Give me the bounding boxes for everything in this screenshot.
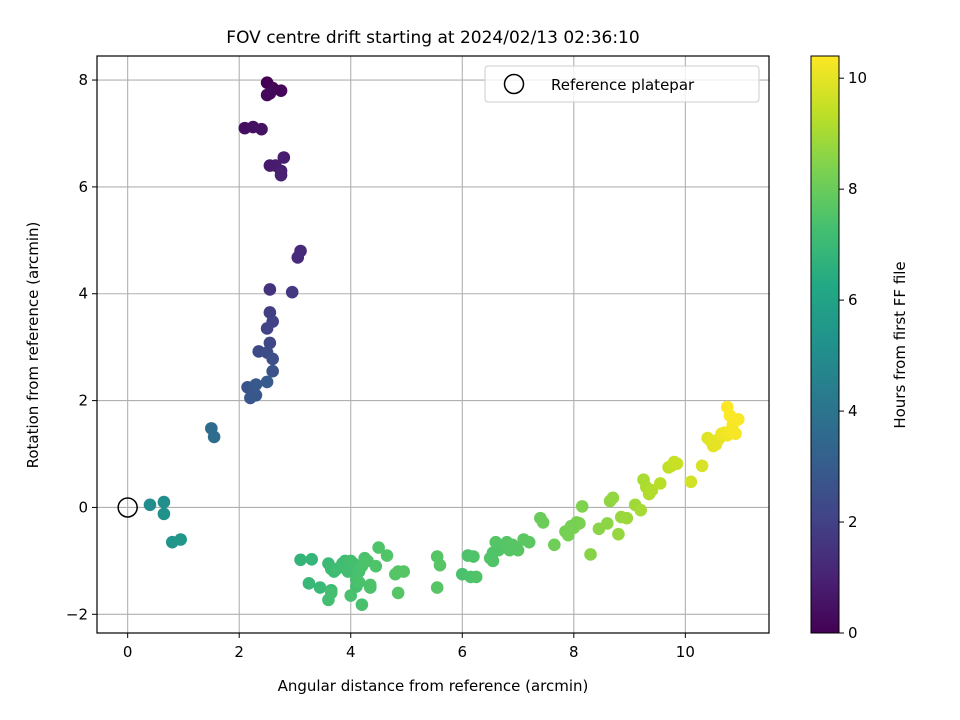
- data-point: [469, 570, 483, 584]
- colorbar-tick-label: 6: [848, 291, 858, 309]
- data-point: [274, 84, 288, 98]
- data-point: [695, 459, 709, 473]
- data-point: [620, 511, 634, 525]
- chart-title: FOV centre drift starting at 2024/02/13 …: [226, 28, 639, 48]
- data-point: [344, 589, 358, 602]
- x-axis-ticks: 0 2 4 6 8 10: [123, 633, 695, 661]
- y-tick-label: −2: [66, 605, 88, 623]
- data-point: [266, 352, 279, 366]
- data-point: [584, 548, 597, 561]
- scatter-points: [143, 76, 745, 611]
- colorbar-gradient: [810, 55, 840, 634]
- data-point: [157, 495, 171, 509]
- data-point: [430, 581, 444, 594]
- data-point: [684, 475, 698, 489]
- data-point: [372, 541, 385, 554]
- data-point: [260, 322, 274, 335]
- data-point: [255, 122, 268, 136]
- reference-point: [117, 497, 138, 518]
- legend: Reference platepar: [484, 65, 760, 103]
- x-tick-label: 2: [234, 643, 244, 661]
- x-tick-label: 4: [346, 643, 356, 661]
- data-point: [634, 503, 648, 517]
- data-point: [612, 527, 625, 541]
- y-tick-label: 6: [78, 178, 88, 196]
- data-point: [263, 87, 277, 100]
- plot-frame: [96, 55, 770, 634]
- colorbar-tick-label: 10: [848, 69, 867, 87]
- data-point: [291, 251, 305, 264]
- data-point: [467, 550, 480, 563]
- data-point: [313, 581, 327, 594]
- y-tick-label: 4: [78, 285, 88, 303]
- colorbar: 0 2 4 6 8 10 Hours from first FF file: [810, 55, 909, 642]
- colorbar-tick-label: 2: [848, 513, 858, 531]
- data-point: [249, 378, 263, 391]
- data-point: [157, 507, 171, 521]
- data-point: [645, 484, 659, 497]
- data-point: [369, 559, 383, 573]
- reference-marker: [117, 497, 138, 518]
- colorbar-tick-label: 0: [848, 624, 858, 642]
- data-point: [260, 375, 274, 389]
- x-tick-label: 10: [676, 643, 695, 661]
- data-point: [324, 586, 338, 600]
- data-point: [729, 427, 742, 441]
- data-point: [391, 565, 405, 578]
- data-point: [508, 541, 522, 554]
- data-point: [653, 477, 667, 490]
- data-point: [575, 500, 589, 513]
- data-point: [433, 558, 447, 572]
- data-point: [606, 491, 620, 505]
- data-point: [706, 439, 720, 453]
- data-point: [670, 457, 684, 470]
- data-point: [564, 519, 578, 533]
- x-tick-label: 8: [569, 643, 579, 661]
- y-axis-ticks: −2 0 2 4 6 8: [66, 71, 97, 623]
- data-point: [391, 586, 405, 600]
- data-point: [277, 151, 291, 164]
- y-tick-label: 8: [78, 71, 88, 89]
- data-point: [263, 336, 277, 350]
- data-point: [274, 168, 288, 182]
- data-point: [380, 549, 394, 562]
- colorbar-ticks: 0 2 4 6 8 10: [839, 69, 867, 642]
- data-point: [266, 364, 279, 378]
- y-tick-label: 0: [78, 498, 88, 516]
- colorbar-label: Hours from first FF file: [891, 261, 909, 428]
- legend-marker-icon: [503, 73, 525, 95]
- colorbar-tick-label: 4: [848, 402, 858, 420]
- data-point: [294, 553, 307, 567]
- data-point: [263, 283, 277, 296]
- data-point: [174, 533, 187, 546]
- data-point: [355, 598, 369, 611]
- legend-label: Reference platepar: [551, 76, 695, 94]
- data-point: [363, 581, 377, 594]
- data-point: [536, 516, 550, 529]
- x-axis-label: Angular distance from reference (arcmin): [278, 677, 589, 695]
- data-point: [302, 577, 316, 590]
- data-point: [600, 517, 614, 530]
- grid: [97, 56, 769, 633]
- data-point: [352, 575, 366, 589]
- x-tick-label: 6: [458, 643, 468, 661]
- colorbar-tick-label: 8: [848, 180, 858, 198]
- data-point: [522, 535, 536, 549]
- data-point: [249, 388, 263, 402]
- data-point: [143, 498, 157, 512]
- data-point: [305, 552, 319, 566]
- data-point: [207, 430, 221, 444]
- legend-box: [484, 65, 760, 103]
- x-tick-label: 0: [123, 643, 133, 661]
- data-point: [497, 538, 511, 552]
- data-point: [344, 554, 358, 568]
- data-point: [723, 409, 737, 422]
- data-point: [285, 285, 299, 299]
- y-axis-label: Rotation from reference (arcmin): [24, 222, 42, 469]
- y-tick-label: 2: [78, 392, 88, 410]
- data-point: [547, 538, 561, 552]
